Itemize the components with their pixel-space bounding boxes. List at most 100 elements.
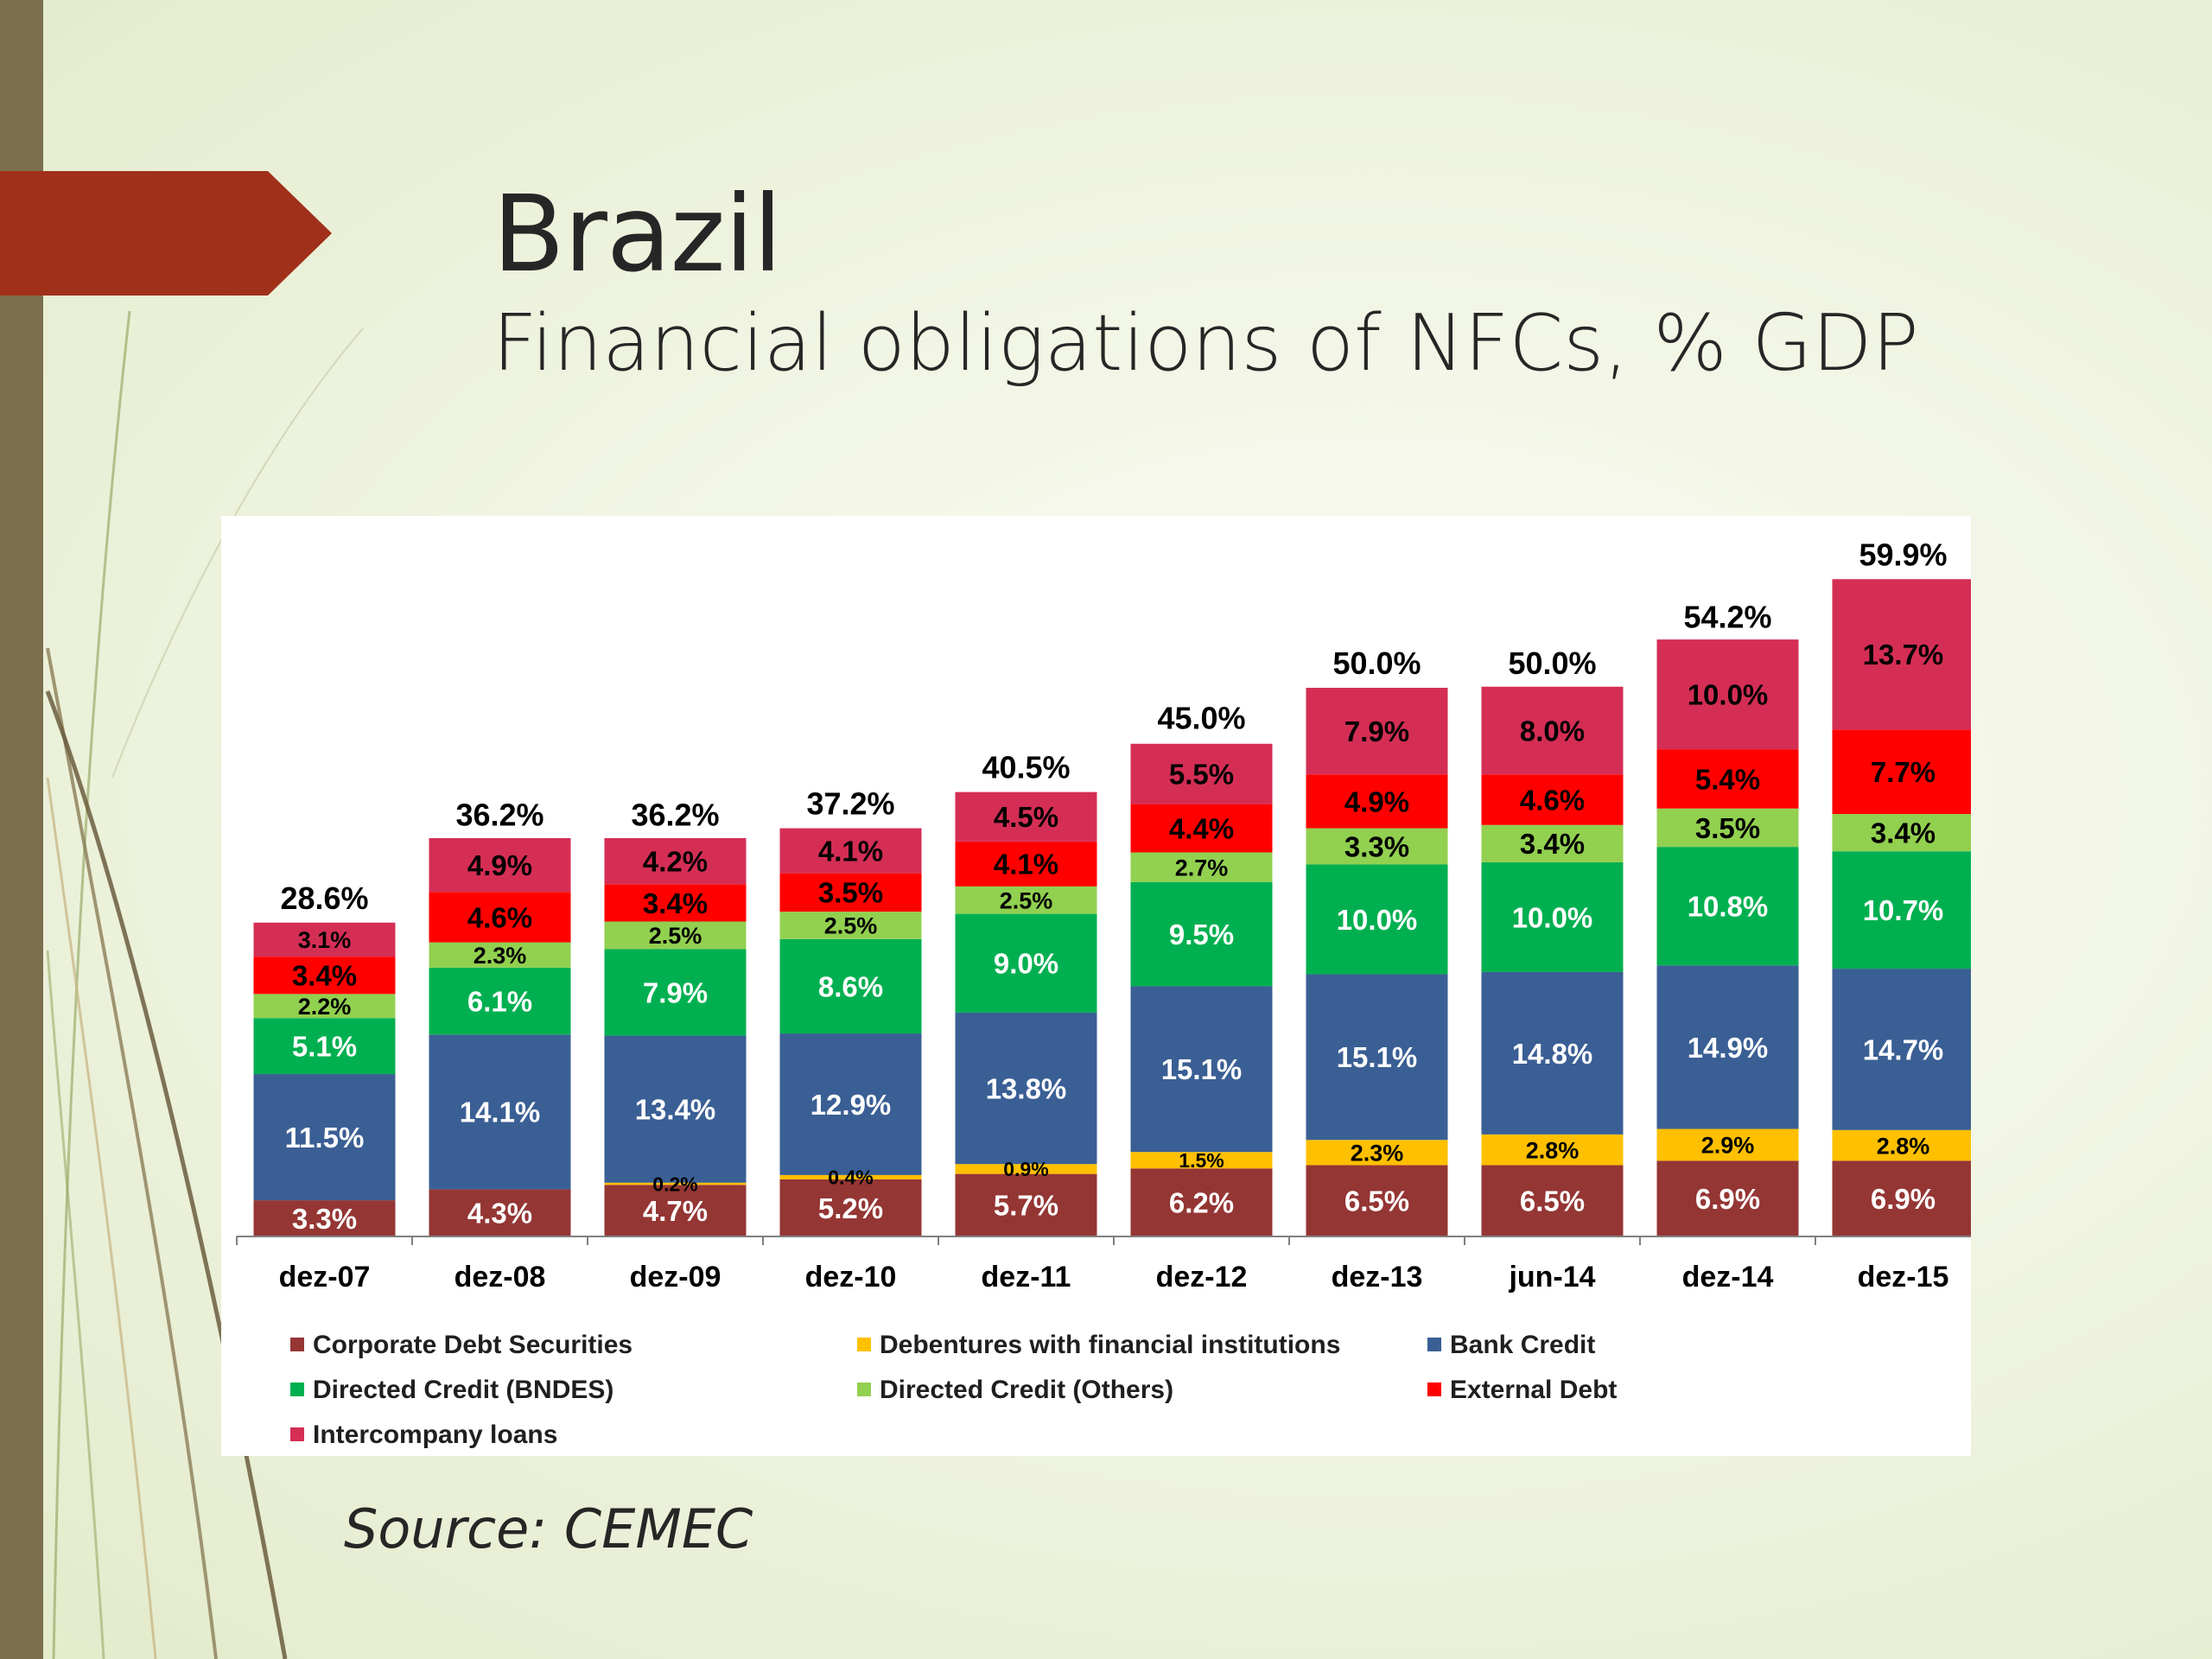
bar-segment xyxy=(1306,1165,1448,1236)
data-label: 6.9% xyxy=(1871,1183,1936,1215)
bar-segment xyxy=(1306,1140,1448,1166)
bar-segment xyxy=(1130,881,1273,987)
bar-segment xyxy=(429,1189,571,1236)
data-label: 3.4% xyxy=(1871,817,1936,849)
data-label: 12.9% xyxy=(810,1089,892,1121)
slide-title: Brazil xyxy=(493,173,782,296)
data-label: 6.1% xyxy=(467,985,532,1017)
category-label: dez-15 xyxy=(1858,1261,1949,1294)
total-label: 50.0% xyxy=(1332,645,1421,681)
total-label: 37.2% xyxy=(806,786,894,822)
legend-label: Bank Credit xyxy=(1450,1331,1596,1359)
legend-label: Intercompany loans xyxy=(313,1421,558,1449)
data-label: 15.1% xyxy=(1337,1041,1418,1073)
bar-segment xyxy=(1306,774,1448,829)
data-label: 10.7% xyxy=(1863,894,1944,926)
data-label: 2.3% xyxy=(1351,1141,1404,1166)
bar-segment xyxy=(1832,1160,1971,1236)
data-label: 2.5% xyxy=(649,923,702,949)
data-label: 2.8% xyxy=(1526,1137,1580,1163)
bar-segment xyxy=(1656,749,1799,809)
data-label: 4.1% xyxy=(994,849,1058,880)
legend-label: Debentures with financial institutions xyxy=(880,1331,1341,1359)
category-label: dez-09 xyxy=(630,1261,721,1294)
bar-segment xyxy=(1656,1160,1799,1236)
data-label: 15.1% xyxy=(1161,1053,1243,1085)
bar-segment xyxy=(779,1179,922,1236)
legend-swatch xyxy=(290,1382,304,1397)
bar-segment xyxy=(779,873,922,912)
bar-segment xyxy=(1656,965,1799,1129)
legend-item: External Debt xyxy=(1427,1376,1617,1405)
bar-segment xyxy=(253,1074,396,1201)
bar-segment xyxy=(1130,852,1273,882)
bar-segment xyxy=(1130,1168,1273,1236)
bar-segment xyxy=(1306,864,1448,975)
total-label: 59.9% xyxy=(1859,537,1947,572)
bar-segment xyxy=(1656,808,1799,848)
data-label: 7.9% xyxy=(1344,715,1409,747)
category-label: dez-07 xyxy=(279,1261,371,1294)
bar-segment xyxy=(1481,1165,1624,1236)
legend-item: Bank Credit xyxy=(1427,1331,1595,1360)
bar-segment xyxy=(955,1164,1097,1174)
total-label: 50.0% xyxy=(1508,645,1596,681)
legend-swatch xyxy=(290,1338,304,1352)
data-label: 11.5% xyxy=(285,1122,365,1154)
legend-swatch xyxy=(1427,1338,1441,1352)
decorative-curves xyxy=(45,310,364,1659)
title-arrow-shape xyxy=(0,171,332,296)
data-label: 13.4% xyxy=(635,1094,716,1126)
data-label: 3.5% xyxy=(1695,812,1760,844)
stacked-bar-chart: 3.3%11.5%5.1%2.2%3.4%3.1%28.6%4.3%14.1%6… xyxy=(236,537,1971,1294)
category-label: jun-14 xyxy=(1508,1261,1595,1294)
category-label: dez-08 xyxy=(454,1261,546,1294)
bar-segment xyxy=(955,913,1097,1013)
slide-subtitle: Financial obligations of NFCs, % GDP xyxy=(493,298,1919,389)
bar-segment xyxy=(1481,1134,1624,1166)
data-label: 10.0% xyxy=(1688,679,1769,711)
data-label: 4.7% xyxy=(643,1195,708,1227)
total-label: 36.2% xyxy=(455,797,543,832)
bar-segment xyxy=(955,791,1097,842)
data-label: 5.1% xyxy=(292,1031,357,1063)
bar-segment xyxy=(1130,986,1273,1153)
data-label: 7.9% xyxy=(643,976,708,1008)
bar-segment xyxy=(604,1182,747,1185)
legend-label: Corporate Debt Securities xyxy=(313,1331,633,1359)
legend-item: Directed Credit (Others) xyxy=(857,1376,1173,1405)
data-label: 3.5% xyxy=(818,877,883,909)
bar-segment xyxy=(1306,974,1448,1141)
bar-segment xyxy=(1130,804,1273,853)
bar-segment xyxy=(1656,1128,1799,1161)
data-label: 0.4% xyxy=(828,1166,873,1189)
data-label: 1.5% xyxy=(1179,1149,1224,1172)
data-label: 3.4% xyxy=(1520,828,1585,860)
data-label: 5.7% xyxy=(994,1190,1058,1222)
bar-segment xyxy=(1130,743,1273,804)
total-label: 36.2% xyxy=(631,797,719,832)
data-label: 14.8% xyxy=(1512,1038,1593,1070)
data-label: 5.4% xyxy=(1695,763,1760,795)
legend-label: Directed Credit (BNDES) xyxy=(313,1376,614,1404)
data-label: 4.4% xyxy=(1169,812,1234,844)
data-label: 2.5% xyxy=(824,913,878,939)
bar-segment xyxy=(779,828,922,874)
bar-segment xyxy=(253,1200,396,1236)
data-label: 2.2% xyxy=(298,994,352,1020)
bar-segment xyxy=(429,837,571,893)
bar-segment xyxy=(429,942,571,968)
bar-segment xyxy=(604,837,747,885)
legend-swatch xyxy=(1427,1382,1441,1397)
data-label: 2.3% xyxy=(474,943,527,969)
bar-segment xyxy=(253,957,396,995)
bar-segment xyxy=(955,886,1097,914)
data-label: 7.7% xyxy=(1871,756,1936,788)
bar-segment xyxy=(1832,729,1971,815)
data-label: 14.1% xyxy=(460,1096,541,1128)
data-label: 14.9% xyxy=(1688,1032,1769,1064)
data-labels: 3.3%11.5%5.1%2.2%3.4%3.1%28.6%4.3%14.1%6… xyxy=(280,537,1947,1235)
legend-item: Debentures with financial institutions xyxy=(857,1331,1340,1360)
bar-segment xyxy=(253,922,396,957)
bar-segment xyxy=(1832,851,1971,969)
